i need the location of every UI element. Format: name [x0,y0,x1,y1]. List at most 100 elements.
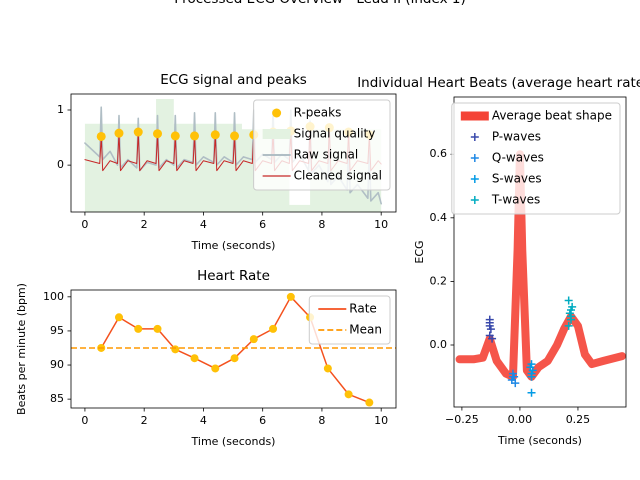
wave-marker [511,379,520,388]
x-tick-label: 0.25 [566,413,591,426]
x-tick-label: −0.25 [445,413,479,426]
legend-label: S-waves [492,172,542,186]
rate-point [249,335,258,344]
y-tick-label: 85 [50,392,64,405]
plot-area [455,150,626,397]
wave-marker [566,312,575,321]
y-tick-label: 0.0 [430,338,448,351]
y-tick-label: 100 [43,290,64,303]
legend-swatch [470,154,479,162]
chart: Heart Rate 0 2 4 6 8 10 85 90 95 100 Time (seconds)… [15,268,397,448]
legend: Average beat shape P-waves Q-waves S-waves T… [451,102,621,215]
y-tick-label: 0.2 [430,274,448,287]
wave-marker [485,318,494,327]
legend-swatch [272,108,282,118]
peak-marker [190,131,200,141]
wave-marker [508,372,517,381]
legend-item: Q-waves [470,151,544,165]
axes-frame [70,289,397,409]
legend-item: Rate [318,302,377,316]
legend: Rate Mean [308,295,391,345]
legend-label: P-waves [492,130,541,144]
chart-title: ECG signal and peaks [160,72,307,88]
axes-frame [453,96,627,408]
wave-marker [486,325,495,334]
wave-marker [564,296,573,305]
peak-marker [96,131,106,141]
y-tick-label: 0 [57,158,64,171]
chart: ECG signal and peaks 0 2 4 6 8 10 0 1 Time (secon… [57,72,397,252]
x-tick-label: 4 [200,414,207,427]
peak-marker [170,131,180,141]
peak-marker [114,128,124,138]
legend-label: Rate [349,302,377,316]
peak-marker [133,127,143,137]
legend-label: Q-waves [492,151,544,165]
wave-marker [488,334,497,343]
rate-point [190,354,199,363]
x-tick-label: 10 [374,218,388,231]
legend-label: Mean [349,323,382,337]
wave-marker [527,369,536,378]
y-tick-label: 95 [50,324,64,337]
y-tick-label: 0.6 [430,147,448,160]
y-tick-label: 90 [50,358,64,371]
x-axis-label: Time (seconds) [191,435,276,448]
legend-item: S-waves [470,172,542,186]
y-axis-label: ECG [413,240,426,263]
legend-item: Signal quality [262,127,376,141]
legend-swatch [470,175,479,183]
figure-title: Processed ECG Overview - Lead II (index … [174,0,465,7]
legend-item: T-waves [470,193,540,207]
chart-title: Individual Heart Beats (average heart ra… [357,75,640,91]
legend-label: Raw signal [294,148,359,162]
legend-label: R-peaks [294,106,342,120]
rate-point [286,292,295,301]
x-axis-label: Time (seconds) [497,434,582,447]
legend-item: R-peaks [272,106,341,120]
legend-frame [308,295,391,345]
legend-item: Raw signal [262,148,359,162]
x-tick-label: 2 [141,414,148,427]
wave-marker [527,388,536,397]
rate-point [365,398,374,407]
legend-swatch [262,129,291,139]
legend-label: T-waves [491,193,540,207]
x-tick-label: 0 [81,414,88,427]
legend-item: Average beat shape [460,109,612,123]
rate-point [344,390,353,399]
legend-frame [451,102,621,215]
legend-label: Signal quality [294,127,376,141]
x-tick-label: 8 [318,218,325,231]
x-tick-label: 8 [318,414,325,427]
y-tick-label: 1 [57,103,64,116]
legend-label: Average beat shape [492,109,612,123]
rate-point [114,313,123,322]
rate-point [323,364,332,373]
wave-marker [568,302,577,311]
rate-point [269,324,278,333]
wave-marker [526,363,535,372]
rate-point [153,324,162,333]
axes-frame [70,93,397,213]
chart-title: Heart Rate [197,268,270,284]
rate-point [171,345,180,354]
legend-label: Cleaned signal [294,169,382,183]
x-tick-label: 4 [200,218,207,231]
peak-marker [153,129,163,139]
chart: Individual Heart Beats (average heart ra… [357,75,640,447]
x-tick-label: 0.00 [508,413,533,426]
rate-point [211,364,220,373]
x-tick-label: 2 [141,218,148,231]
y-tick-label: 0.4 [430,211,448,224]
rate-point [230,354,239,363]
legend-swatch [470,196,479,204]
legend-item: P-waves [470,130,541,144]
x-tick-label: 0 [81,218,88,231]
x-tick-label: 6 [259,218,266,231]
plot-area [71,292,396,407]
peak-marker [230,131,240,141]
legend-item: Mean [318,323,382,337]
